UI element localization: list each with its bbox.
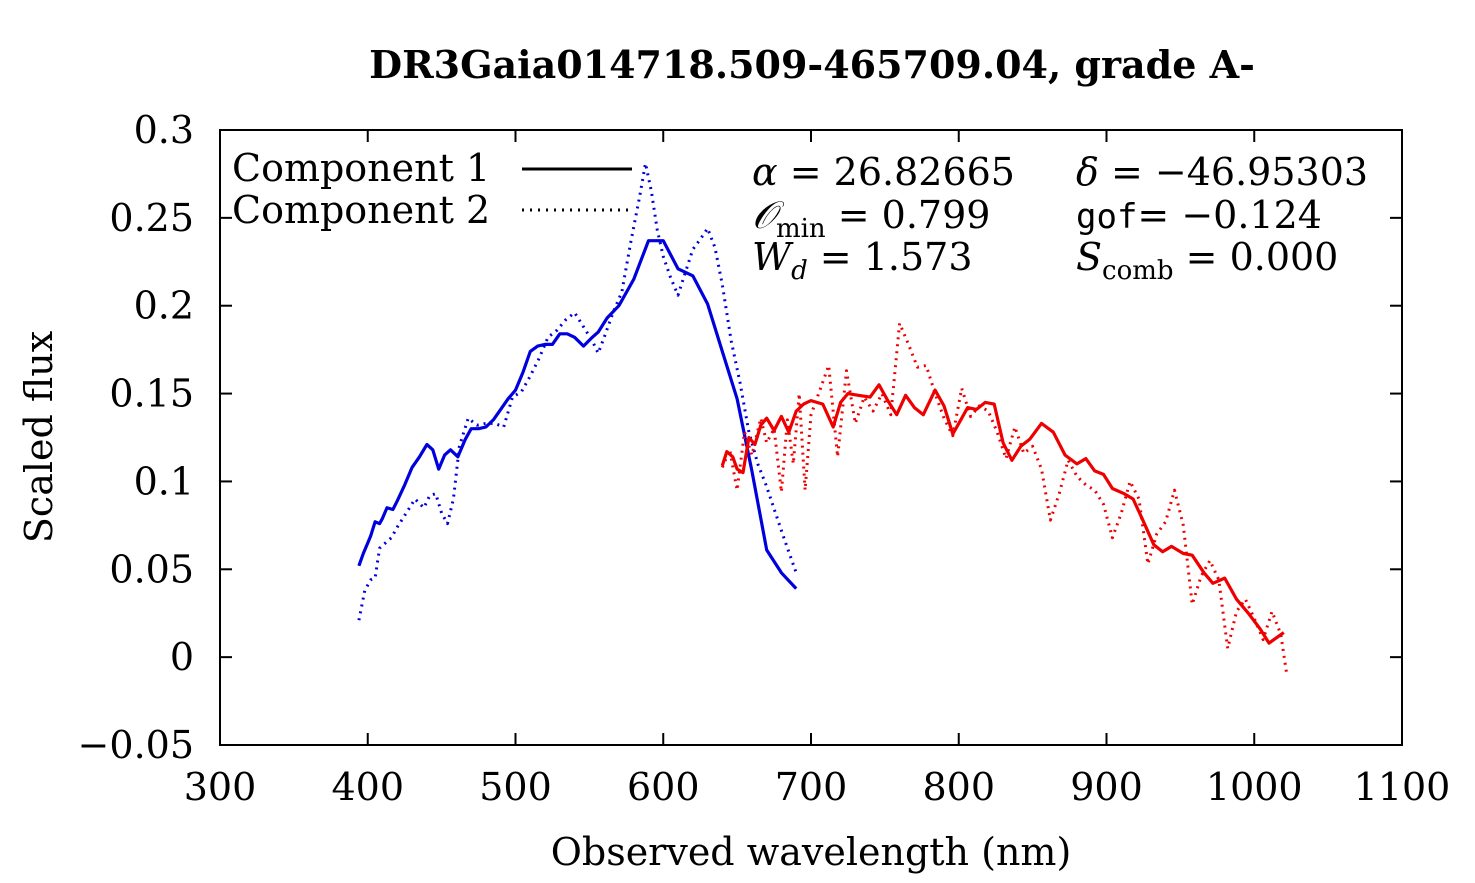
x-tick-label: 900 <box>1070 765 1143 809</box>
x-tick-label: 600 <box>627 765 700 809</box>
annotation-wd: Wd = 1.573 <box>752 235 973 286</box>
y-tick-label: 0.05 <box>109 547 194 591</box>
series-line-2 <box>720 383 1285 645</box>
y-tick-label: 0.2 <box>134 284 194 328</box>
annotations: α = 26.82665 δ = −46.95303 𝒪min = 0.799 … <box>752 150 1368 286</box>
y-tick-label: 0 <box>170 635 194 679</box>
axis-tick-labels: 300 400 500 600 700 800 900 1000 1100 −0.05 0 0.05 0… <box>78 108 1451 809</box>
legend: Component 1 Component 2 <box>232 146 632 232</box>
x-tick-label: 500 <box>479 765 552 809</box>
annotation-omin: 𝒪min = 0.799 <box>752 193 990 244</box>
annotation-scomb: Scomb = 0.000 <box>1076 235 1338 286</box>
annotation-alpha: α = 26.82665 <box>752 150 1015 194</box>
x-tick-label: 1100 <box>1354 765 1451 809</box>
x-tick-label: 300 <box>184 765 257 809</box>
annotation-delta: δ = −46.95303 <box>1076 150 1368 194</box>
annotation-gof: gof= −0.124 <box>1076 193 1322 237</box>
axis-ticks <box>219 129 1403 746</box>
series-line-3 <box>720 321 1289 675</box>
y-axis-label: Scaled flux <box>17 331 61 543</box>
x-tick-label: 400 <box>331 765 404 809</box>
chart-title: DR3Gaia014718.509-465709.04, grade A- <box>369 42 1255 87</box>
y-tick-label: 0.25 <box>109 196 194 240</box>
series-layer <box>357 161 1289 675</box>
y-tick-label: 0.15 <box>109 372 194 416</box>
x-tick-label: 700 <box>775 765 848 809</box>
y-tick-label: 0.1 <box>134 459 194 503</box>
x-tick-label: 1000 <box>1206 765 1303 809</box>
x-tick-label: 800 <box>922 765 995 809</box>
legend-label-component-1: Component 1 <box>232 146 490 190</box>
legend-label-component-2: Component 2 <box>232 188 490 232</box>
y-tick-label: 0.3 <box>134 108 194 152</box>
y-tick-label: −0.05 <box>78 723 194 767</box>
x-axis-label: Observed wavelength (nm) <box>551 830 1072 874</box>
series-line-0 <box>357 239 798 590</box>
series-line-1 <box>357 161 798 621</box>
